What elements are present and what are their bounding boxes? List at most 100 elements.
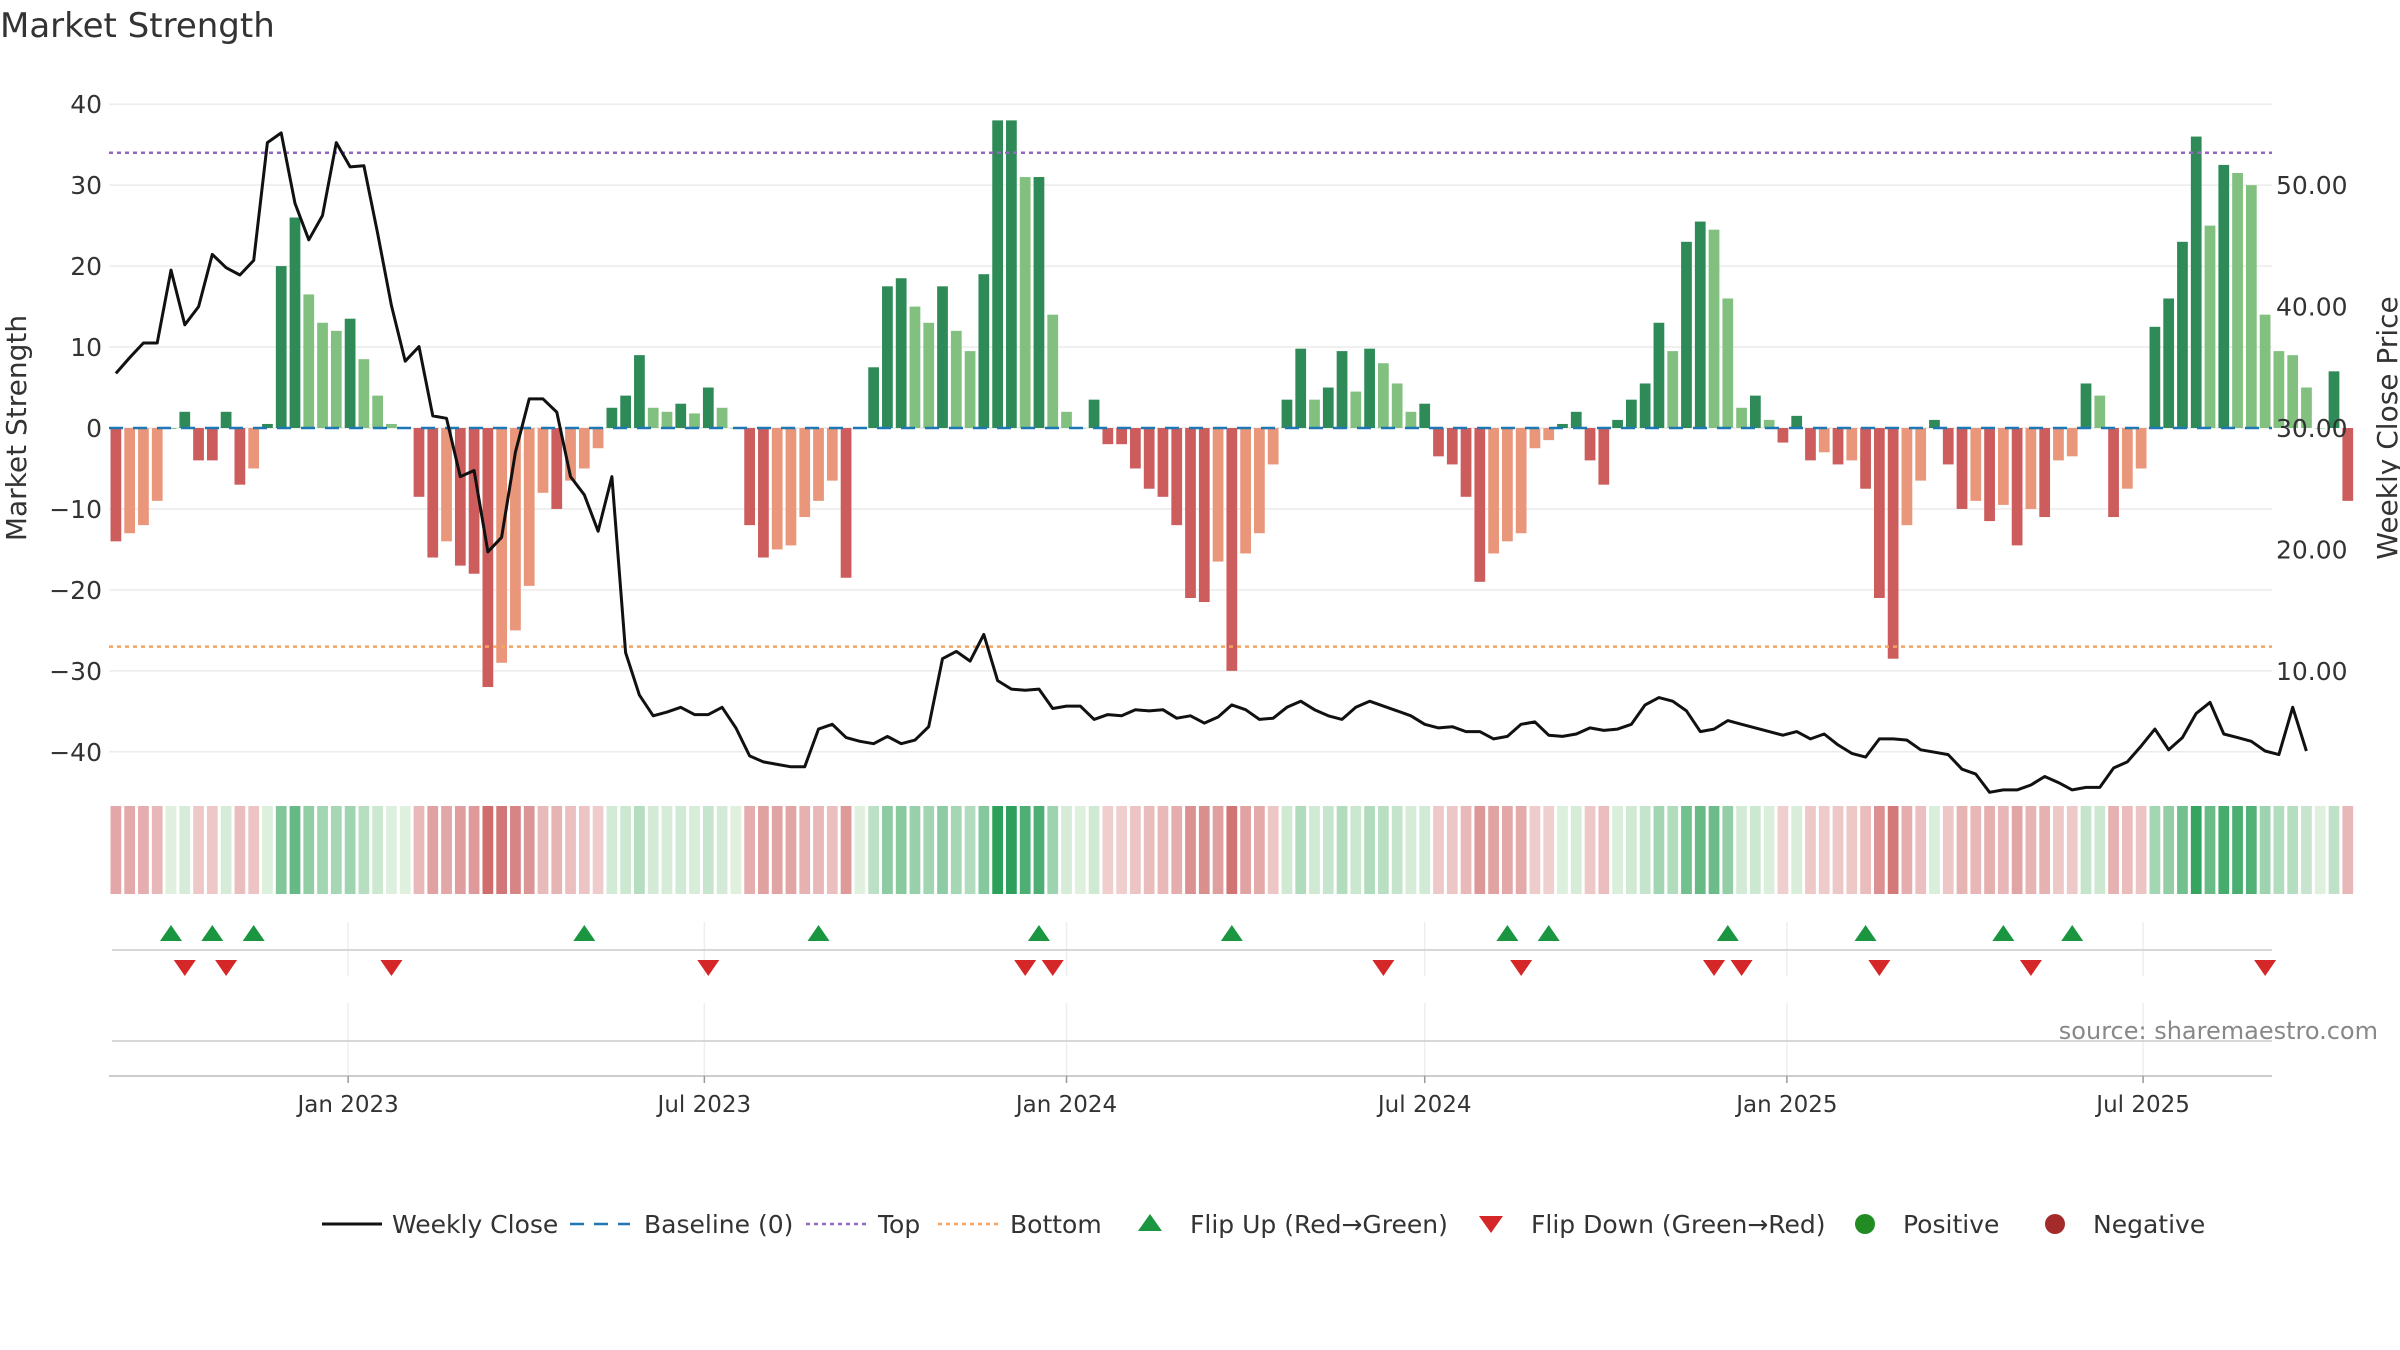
strength-bar <box>1061 411 1072 428</box>
heat-cell <box>2314 806 2326 894</box>
heat-cell <box>1074 806 1086 894</box>
heat-cell <box>771 806 783 894</box>
heat-cell <box>399 806 411 894</box>
y-tick-label-left: −30 <box>49 657 102 686</box>
heat-cell <box>330 806 342 894</box>
heat-cell <box>1887 806 1899 894</box>
strength-bar <box>689 413 700 428</box>
y-tick-label-left: 30 <box>70 171 102 200</box>
strength-bar <box>523 428 535 586</box>
strength-bar <box>1736 407 1747 428</box>
strength-bar <box>1557 423 1568 428</box>
flip-up-marker <box>1027 925 1050 941</box>
heat-cell <box>840 806 852 894</box>
strength-bar <box>1171 428 1183 526</box>
heat-cell <box>992 806 1003 894</box>
strength-bar <box>702 387 714 428</box>
strength-bar <box>2218 164 2230 428</box>
heat-cell <box>358 806 370 894</box>
heat-cell <box>1584 806 1596 894</box>
heat-cell <box>1240 806 1251 894</box>
strength-bar <box>1405 411 1417 428</box>
heat-cell <box>193 806 204 894</box>
heat-cell <box>1433 806 1444 894</box>
heat-cell <box>854 806 866 894</box>
strength-bar <box>950 330 962 428</box>
heat-cell <box>344 806 356 894</box>
heat-cell <box>978 806 990 894</box>
heat-cell <box>716 806 728 894</box>
flip-up-marker <box>201 925 224 941</box>
strength-bar <box>1791 415 1803 428</box>
heat-cell <box>1557 806 1568 894</box>
strength-bar <box>551 428 563 509</box>
strength-bar <box>2066 428 2078 457</box>
strength-bar <box>1267 428 1279 465</box>
strength-bar <box>1860 428 1871 489</box>
strength-bar <box>275 266 287 428</box>
strength-bar <box>206 428 218 461</box>
heat-cell <box>1322 806 1334 894</box>
heat-cell <box>1598 806 1610 894</box>
y-tick-label-right: 30.00 <box>2276 414 2348 443</box>
strength-bar <box>1391 383 1403 428</box>
strength-bar <box>2204 225 2216 428</box>
strength-bar <box>303 294 315 428</box>
strength-bar <box>2149 326 2161 428</box>
strength-bar <box>1130 428 1141 469</box>
strength-bar <box>1805 428 1816 461</box>
strength-bar <box>1460 428 1472 497</box>
left-axis-title: Market Strength <box>0 315 33 541</box>
strength-bar <box>882 286 893 428</box>
flip-up-marker <box>242 925 265 941</box>
heat-cell <box>895 806 907 894</box>
strength-bar <box>248 428 260 469</box>
flip-down-marker <box>215 960 238 976</box>
heat-cell <box>1033 806 1045 894</box>
heat-cell <box>1391 806 1403 894</box>
heat-cell <box>2328 806 2340 894</box>
strength-bar <box>592 428 604 449</box>
flip-markers <box>112 925 2277 976</box>
heat-cell <box>1309 806 1320 894</box>
strength-bar <box>1033 177 1045 428</box>
heat-cell <box>427 806 439 894</box>
y-tick-label-right: 10.00 <box>2276 657 2348 686</box>
heat-cell <box>2218 806 2230 894</box>
flip-down-marker <box>1041 960 1064 976</box>
heat-cell <box>413 806 425 894</box>
strength-bar <box>661 411 673 428</box>
strength-bar <box>2039 428 2051 518</box>
heat-cell <box>1846 806 1858 894</box>
strength-bar <box>1901 428 1913 526</box>
strength-bar <box>1185 428 1196 598</box>
flip-down-marker <box>697 960 720 976</box>
heat-cell <box>1185 806 1196 894</box>
heat-cell <box>1157 806 1169 894</box>
heat-cell <box>317 806 328 894</box>
heat-cell <box>661 806 673 894</box>
legend-label: Bottom <box>1010 1210 1102 1239</box>
heat-cell <box>523 806 535 894</box>
heat-cell <box>1929 806 1940 894</box>
heat-cell <box>744 806 756 894</box>
strength-bar <box>1240 428 1251 554</box>
strength-bar <box>1777 428 1789 443</box>
heat-cell <box>2025 806 2037 894</box>
heat-cell <box>1130 806 1141 894</box>
legend-swatch-negative <box>2045 1214 2065 1234</box>
strength-bar <box>1846 428 1858 461</box>
strength-bar <box>468 428 480 574</box>
heat-cell <box>2232 806 2243 894</box>
heat-cell <box>2177 806 2188 894</box>
heat-cell <box>1267 806 1279 894</box>
heat-cell <box>799 806 811 894</box>
strength-bar <box>2080 383 2092 428</box>
strength-bar <box>1116 428 1127 445</box>
strength-bar <box>1543 428 1555 441</box>
heat-cell <box>1350 806 1362 894</box>
y-tick-label-left: 20 <box>70 252 102 281</box>
strength-bar <box>1915 428 1927 481</box>
strength-bar <box>1598 428 1610 485</box>
